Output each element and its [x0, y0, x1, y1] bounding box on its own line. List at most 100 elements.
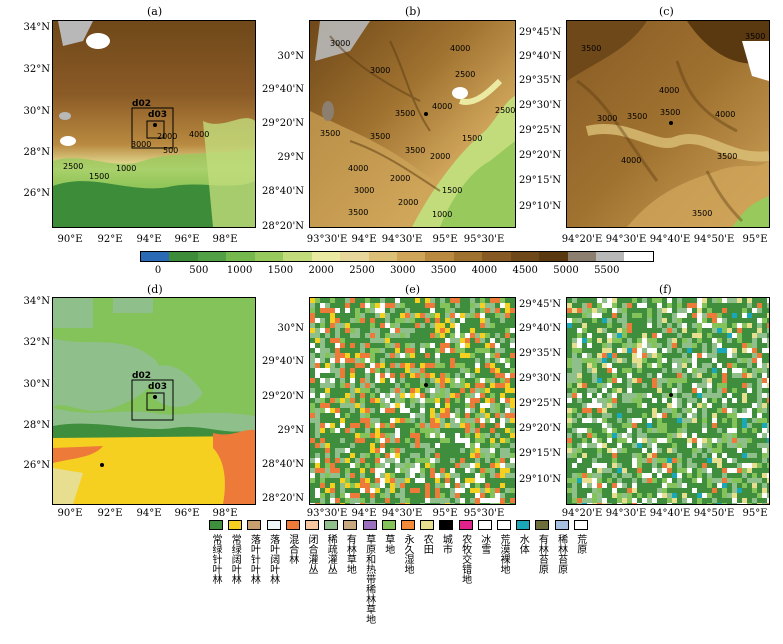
- lat-tick-e-3: 29°20'N: [262, 391, 304, 402]
- legend-label: 稀林苔原: [555, 534, 567, 574]
- legend-item: 荒原: [573, 520, 592, 554]
- lat-tick-d-32: 32°N: [23, 337, 50, 348]
- city-marker-d: [100, 463, 104, 467]
- contour-label-b-9: 3500: [320, 129, 340, 138]
- colorbar-tick-label: 0: [154, 265, 162, 276]
- lon-tick-b-5: 95°30'E: [463, 234, 505, 245]
- lat-tick-c-4: 29°30'N: [519, 100, 561, 111]
- colorbar-segment: [141, 252, 170, 261]
- colorbar-segment: [453, 252, 483, 261]
- colorbar-tick-label: 1500: [267, 265, 294, 276]
- legend-item: 稀疏灌丛: [324, 520, 342, 574]
- lat-tick-e-6: 28°20'N: [262, 493, 304, 504]
- legend-item: 稀林苔原: [554, 520, 573, 574]
- lon-tick-b-3: 94°30'E: [381, 234, 423, 245]
- legend-swatch: [285, 520, 300, 530]
- colorbar-segment: [169, 252, 198, 261]
- panel-d-label: (d): [147, 283, 163, 296]
- legend-item: 落叶针叶林: [247, 520, 265, 584]
- site-marker-b: [424, 112, 428, 116]
- contour-label-c-8: 4000: [621, 156, 641, 165]
- colorbar-tick-label: 500: [189, 265, 209, 276]
- contour-label-b-16: 1500: [442, 186, 462, 195]
- lat-tick-b-2: 29°40'N: [262, 84, 304, 95]
- colorbar-segment: [311, 252, 341, 261]
- box-label-d03-d: d03: [148, 382, 167, 392]
- lat-tick-b-3: 29°20'N: [262, 118, 304, 129]
- lat-tick-e-4: 29°N: [277, 425, 304, 436]
- contour-label-b-4: 2500: [455, 70, 475, 79]
- lat-tick-c-2: 29°40'N: [519, 51, 561, 62]
- lon-tick-a-90: 90°E: [57, 234, 83, 245]
- lat-tick-a-34: 34°N: [23, 22, 50, 33]
- legend-label: 水体: [517, 534, 529, 554]
- lon-tick-d-94: 94°E: [136, 508, 162, 519]
- lon-tick-c-3: 94°40'E: [649, 234, 691, 245]
- terrain-map-a: 2500 1500 1000 3000 2000 500 4000: [52, 20, 256, 228]
- legend-item: 城市: [439, 520, 457, 554]
- legend-swatch: [401, 520, 415, 530]
- legend-label: 城市: [440, 534, 452, 554]
- contour-label-a-3: 1000: [116, 164, 136, 173]
- legend-label: 有林草地: [344, 534, 356, 574]
- legend-item: 有林苔原: [535, 520, 553, 574]
- colorbar-segment: [283, 252, 312, 261]
- colorbar-segment: [425, 252, 454, 261]
- lon-tick-f-3: 94°40'E: [649, 508, 691, 519]
- contour-label-a-7: 4000: [189, 130, 209, 139]
- legend-swatch: [266, 520, 281, 530]
- contour-label-c-3: 3000: [597, 114, 617, 123]
- panel-f-label: (f): [659, 283, 672, 296]
- lat-tick-e-1: 30°N: [277, 323, 304, 334]
- box-label-d03-a: d03: [148, 110, 167, 120]
- contour-label-a-1: 2500: [63, 162, 83, 171]
- contour-label-a-5: 2000: [157, 132, 177, 141]
- contour-label-b-6: 4000: [432, 102, 452, 111]
- lon-tick-a-98: 98°E: [212, 234, 238, 245]
- lon-tick-b-4: 95°E: [432, 234, 458, 245]
- legend-swatch: [247, 520, 262, 530]
- contour-label-b-1: 3000: [330, 39, 350, 48]
- legend-label: 落叶针叶林: [248, 534, 260, 584]
- lat-tick-f-3: 29°35'N: [519, 348, 561, 359]
- legend-label: 农牧交错地: [459, 534, 471, 584]
- legend-swatch: [381, 520, 396, 530]
- legend-label: 闭合灌丛: [306, 534, 317, 574]
- legend-label: 荒原: [574, 534, 586, 554]
- legend-swatch: [554, 520, 569, 530]
- contour-label-b-17: 3000: [354, 186, 374, 195]
- lon-tick-c-1: 94°20'E: [561, 234, 603, 245]
- lon-tick-e-4: 95°E: [432, 508, 458, 519]
- legend-label: 稀疏灌丛: [325, 534, 337, 574]
- legend-label: 落叶阔叶林: [267, 534, 279, 584]
- legend-label: 冰雪: [478, 534, 490, 554]
- contour-label-b-12: 4000: [348, 164, 368, 173]
- legend-item: 草地: [381, 520, 400, 554]
- colorbar-tick-label: 5000: [553, 265, 579, 276]
- lat-tick-b-4: 29°N: [277, 152, 304, 163]
- legend-swatch: [209, 520, 223, 530]
- colorbar-segment: [197, 252, 227, 261]
- lon-tick-f-2: 94°30'E: [605, 508, 647, 519]
- legend-swatch: [477, 520, 492, 530]
- contour-label-c-7: 4000: [715, 110, 735, 119]
- lat-tick-d-28: 28°N: [23, 420, 50, 431]
- box-label-d02-d: d02: [132, 371, 151, 381]
- lon-tick-d-92: 92°E: [97, 508, 123, 519]
- contour-label-b-5: 3500: [395, 109, 415, 118]
- lat-tick-f-1: 29°45'N: [519, 299, 561, 310]
- panel-e-label: (e): [405, 283, 421, 296]
- colorbar-segment: [596, 252, 625, 261]
- lat-tick-c-5: 29°25'N: [519, 125, 561, 136]
- lat-tick-a-30: 30°N: [23, 106, 50, 117]
- lat-tick-c-7: 29°15'N: [519, 175, 561, 186]
- legend-swatch: [573, 520, 588, 530]
- lon-tick-a-96: 96°E: [174, 234, 200, 245]
- contour-label-b-15: 2000: [390, 174, 410, 183]
- legend-label: 常绿针叶林: [210, 534, 221, 584]
- contour-label-a-4: 3000: [131, 140, 151, 149]
- legend-item: 草原和热带稀林草地: [362, 520, 381, 624]
- box-label-d02-a: d02: [132, 99, 151, 109]
- lon-tick-a-94: 94°E: [136, 234, 162, 245]
- contour-label-c-6: 3500: [660, 108, 680, 117]
